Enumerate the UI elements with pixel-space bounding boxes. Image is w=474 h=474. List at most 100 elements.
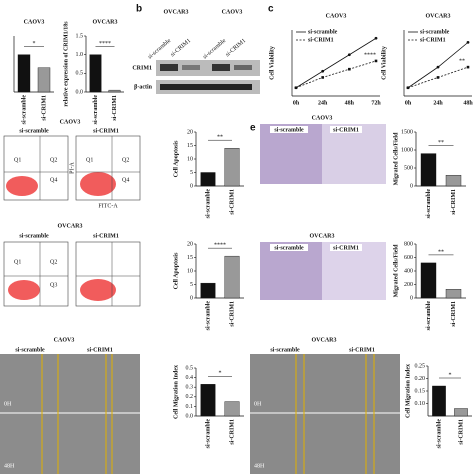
flow-cloud (8, 280, 40, 300)
y-axis-label: Cell Migration Index (405, 364, 411, 418)
x-tick-label: si-scramble (436, 419, 442, 449)
bar (200, 172, 216, 187)
annotation: * (449, 372, 452, 378)
scratch-image (250, 354, 400, 474)
chart-title: CAOV3 (24, 19, 45, 25)
y-tick-label: 0 (190, 295, 193, 301)
panel-label: c (268, 4, 274, 15)
y-axis-label: Cell Migration Index (173, 365, 179, 419)
image-label: si-scramble (270, 347, 300, 353)
label-box (330, 126, 362, 133)
x-tick-label: si-scramble (21, 95, 27, 125)
time-label: 0H (4, 401, 12, 407)
y-axis-label: Cell Viability (269, 46, 275, 80)
line (295, 37, 377, 89)
bar (420, 153, 437, 187)
y-tick-label: 1.5 (76, 33, 84, 39)
flow-cloud (80, 279, 116, 301)
legend-label: si-scramble (308, 29, 338, 35)
y-axis-label: Migrated Cells/Field (393, 244, 399, 297)
y-tick-label: 20 (187, 241, 193, 247)
y-tick-label: 5 (190, 282, 193, 288)
annotation: **** (99, 41, 111, 47)
legend-label: si-CRIM1 (420, 37, 446, 43)
bar (37, 67, 51, 93)
micrograph (322, 124, 386, 184)
image-label: si-scramble (274, 245, 304, 251)
time-label: 48H (4, 463, 15, 469)
blot-label: OVCAR3 (164, 9, 189, 15)
y-tick-label: 5 (190, 170, 193, 176)
y-axis-label: Cell Apoptosis (173, 252, 179, 290)
line (295, 60, 377, 89)
quadrant: Q1 (86, 157, 93, 163)
point (321, 69, 325, 73)
x-tick-label: si-scramble (426, 189, 432, 219)
legend-label: si-CRIM1 (308, 37, 334, 43)
annotation: **** (364, 52, 376, 58)
y-tick-label: 200 (404, 282, 413, 288)
chart-title: OVCAR3 (93, 19, 118, 25)
blot-row: CRIM1 (132, 65, 152, 71)
time-label: 48H (254, 463, 265, 469)
bar (224, 401, 240, 417)
bar (200, 384, 216, 417)
label-box (270, 244, 308, 251)
band (160, 84, 252, 90)
y-tick-label: 0.2 (186, 394, 194, 400)
point (466, 40, 470, 44)
bar (224, 255, 240, 299)
point (436, 65, 440, 69)
y-tick-label: 500 (404, 165, 413, 171)
x-tick-label: 48h (345, 100, 355, 106)
y-tick-label: 0.15 (415, 388, 426, 394)
bar (454, 408, 468, 417)
blot-lane: si-CRIM1 (170, 38, 193, 58)
x-tick-label: 0h (405, 100, 412, 106)
flow-label: si-CRIM1 (93, 128, 119, 134)
image-title: OVCAR3 (310, 233, 335, 239)
annotation: ** (217, 135, 223, 141)
quadrant: Q2 (50, 259, 57, 265)
axis-label: PI-A (69, 162, 75, 174)
point (374, 59, 378, 63)
x-tick-label: si-CRIM1 (229, 301, 235, 327)
quadrant: Q2 (122, 157, 129, 163)
quadrant: Q2 (50, 157, 57, 163)
x-tick-label: 0h (293, 100, 300, 106)
quadrant: Q4 (50, 177, 57, 183)
y-tick-label: 20 (187, 129, 193, 135)
band (160, 64, 178, 71)
quadrant: Q1 (14, 157, 21, 163)
blot-row: β-actin (134, 84, 152, 90)
chart-title: CAOV3 (326, 13, 347, 19)
time-label: 0H (254, 401, 262, 407)
flow-label: si-scramble (19, 233, 49, 239)
y-axis-label: Migrated Cells/Field (393, 132, 399, 185)
flow-label: si-CRIM1 (93, 233, 119, 239)
blot-lane: si-CRIM1 (225, 38, 248, 58)
y-tick-label: 1000 (401, 147, 413, 153)
y-tick-label: 0.3 (186, 385, 194, 391)
x-tick-label: 72h (371, 100, 381, 106)
y-tick-label: 0.5 (186, 365, 194, 371)
label-box (270, 126, 308, 133)
x-tick-label: si-scramble (93, 95, 99, 125)
legend-label: si-scramble (420, 29, 450, 35)
y-tick-label: 600 (404, 255, 413, 261)
band (234, 65, 252, 70)
annotation: ** (438, 249, 444, 255)
image-label: si-CRIM1 (349, 347, 375, 353)
annotation: **** (214, 243, 226, 249)
y-tick-label: 10 (187, 156, 193, 162)
line (407, 42, 469, 89)
annotation: ** (459, 59, 465, 65)
image-title: CAOV3 (312, 115, 333, 121)
y-axis-label: Cell Apoptosis (173, 140, 179, 178)
bar (200, 282, 216, 299)
point (406, 86, 410, 90)
annotation: * (33, 41, 36, 47)
quadrant: Q4 (122, 177, 129, 183)
